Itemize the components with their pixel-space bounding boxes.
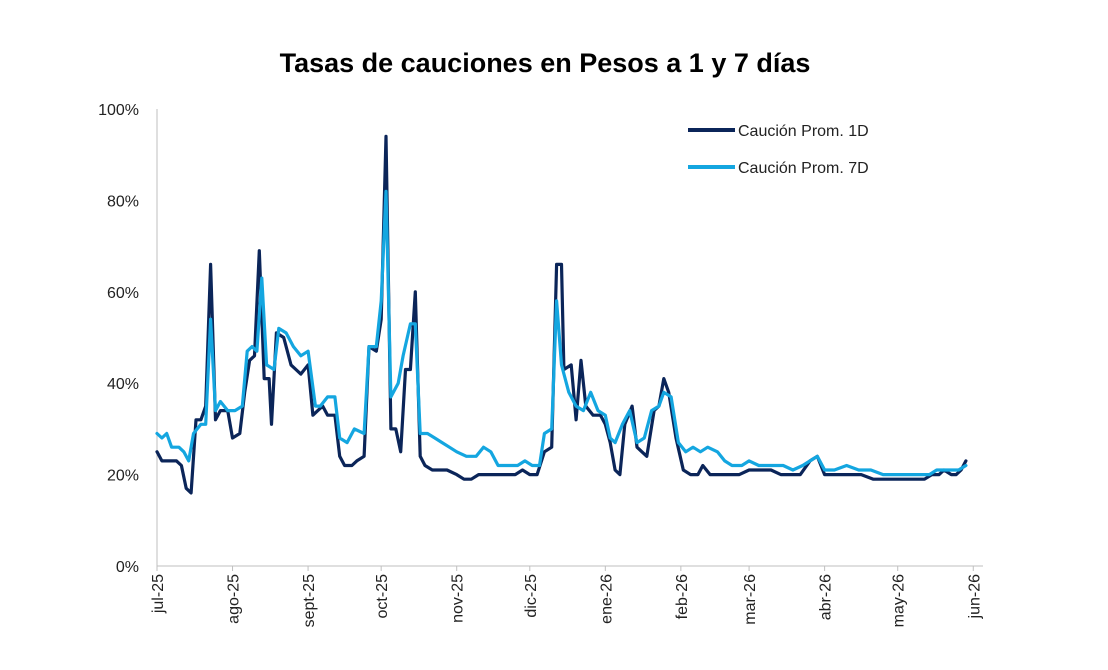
x-tick-label: ene-26	[598, 574, 615, 624]
x-tick-label: oct-25	[374, 574, 391, 619]
x-tick-label: nov-25	[450, 574, 467, 623]
y-tick-label: 60%	[107, 285, 139, 302]
y-tick-label: 0%	[116, 559, 139, 576]
x-tick-label: mar-26	[742, 574, 759, 625]
legend-label-2: Caución Prom. 7D	[738, 160, 869, 177]
x-axis: jul-25 ago-25 sept-25 oct-25 nov-25 dic-25 ene…	[150, 565, 983, 627]
y-tick-label: 100%	[98, 102, 139, 119]
y-tick-label: 40%	[107, 376, 139, 393]
x-tick-label: jun-26	[966, 574, 983, 620]
y-tick-label: 80%	[107, 193, 139, 210]
x-tick-label: ago-25	[226, 574, 243, 624]
y-axis: 0% 20% 40% 60% 80% 100%	[98, 102, 158, 576]
series-layer	[155, 134, 968, 495]
x-tick-label: jul-25	[150, 574, 167, 614]
x-tick-label: may-26	[891, 574, 908, 627]
x-tick-label: sept-25	[301, 574, 318, 627]
x-tick-label: dic-25	[523, 574, 540, 618]
series-line-2	[155, 189, 968, 477]
legend: Caución Prom. 1D Caución Prom. 7D	[688, 123, 869, 177]
legend-label-1: Caución Prom. 1D	[738, 123, 869, 140]
chart-title: Tasas de cauciones en Pesos a 1 y 7 días	[279, 48, 811, 78]
series-line-1	[155, 134, 968, 495]
y-tick-label: 20%	[107, 468, 139, 485]
x-tick-label: feb-26	[674, 574, 691, 619]
x-tick-label: abr-26	[818, 574, 835, 620]
